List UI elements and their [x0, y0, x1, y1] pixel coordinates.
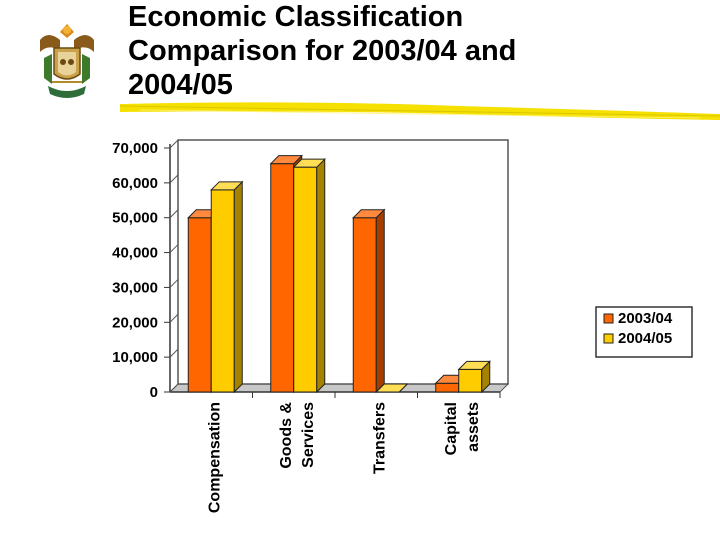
bar-face [187, 217, 212, 393]
y-tick-depth [169, 279, 179, 288]
x-category-label: assets [465, 402, 482, 452]
bar-2-0 [352, 208, 386, 394]
bar-1-1 [292, 157, 326, 394]
title-line-1: Economic Classification [128, 1, 464, 33]
y-tick-depth [169, 383, 179, 393]
bar-face [270, 163, 295, 393]
bar-face [435, 382, 460, 393]
legend-label: 2003/04 [618, 310, 673, 327]
y-tick-depth [169, 139, 179, 149]
bar-face [352, 217, 377, 393]
y-tick-depth [169, 244, 179, 253]
legend-swatch [603, 313, 614, 324]
y-tick-label: 70,000 [112, 140, 158, 157]
bar-side [316, 157, 326, 394]
x-category-label: Compensation [206, 402, 223, 513]
y-axis: 0 10,000 20,000 30,000 40,000 50,000 60,000 70,… [112, 139, 179, 401]
legend-swatch [603, 333, 614, 344]
y-tick-label: 10,000 [112, 349, 158, 366]
y-tick-label: 20,000 [112, 314, 158, 331]
bar-face [458, 368, 483, 393]
x-category-label: Transfers [371, 402, 388, 474]
x-category-label: Goods & [278, 402, 295, 469]
bar-face [210, 189, 235, 393]
y-tick-depth [169, 313, 179, 323]
bar-face [293, 166, 318, 393]
y-tick-label: 40,000 [112, 245, 158, 262]
bar-side [233, 180, 243, 394]
bar-top [457, 360, 491, 370]
x-axis-labels: Compensation Goods & Services Transfers Capi… [206, 402, 482, 514]
bar-top [210, 181, 244, 191]
y-tick-depth [169, 174, 179, 184]
bar-2-1 [375, 383, 409, 393]
bar-top [375, 383, 409, 393]
bar-top [292, 158, 326, 168]
y-tick-label: 30,000 [112, 279, 158, 296]
title-line-3: 2004/05 [128, 69, 233, 101]
legend-label: 2004/05 [618, 330, 672, 347]
y-tick-depth [169, 348, 179, 358]
x-category-label: Services [300, 402, 317, 468]
coat-of-arms-icon [40, 24, 94, 98]
y-tick-label: 60,000 [112, 175, 158, 192]
bar-top [269, 155, 303, 165]
y-tick-label: 0 [150, 384, 158, 401]
y-tick-label: 50,000 [112, 210, 158, 227]
bar-top [352, 209, 386, 219]
title-line-2: Comparison for 2003/04 and [128, 35, 517, 67]
x-category-label: Capital [443, 402, 460, 455]
plot-back-wall [177, 139, 509, 385]
title-underline-rule [119, 102, 720, 120]
legend: 2003/04 2004/05 [595, 306, 693, 358]
bar-3-1 [457, 360, 491, 394]
bar-0-1 [210, 180, 244, 394]
y-tick-depth [169, 209, 179, 219]
slide-title: Economic Classification Comparison for 2… [128, 0, 688, 102]
bar-side [375, 208, 385, 394]
bars-group [187, 154, 501, 398]
